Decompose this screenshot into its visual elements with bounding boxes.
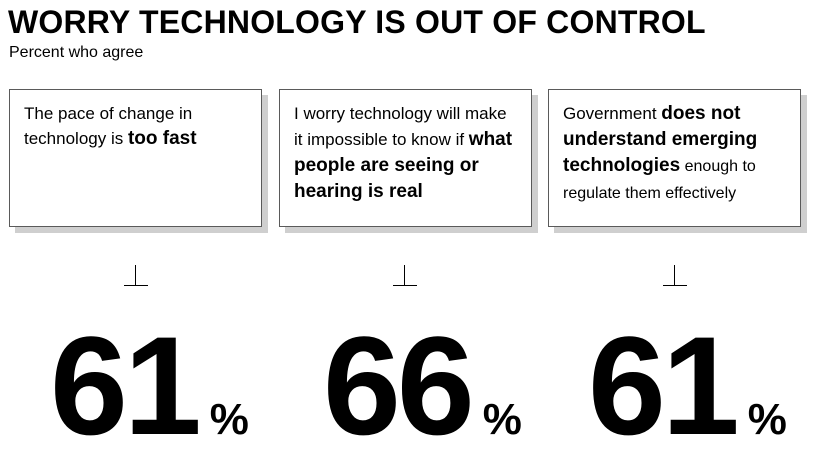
- stat-value-1: 61%: [50, 316, 249, 456]
- stat-number: 61: [588, 307, 740, 464]
- connector-icon: [124, 265, 148, 289]
- statement-card-government: Government does not understand emerging …: [548, 89, 801, 227]
- statement-text: Government: [563, 104, 662, 123]
- statement-text: The pace of change in technology is: [24, 104, 193, 148]
- statement-emphasis: what people are seeing or hearing is rea…: [294, 129, 513, 202]
- connector-icon: [393, 265, 417, 289]
- stat-number: 61: [50, 307, 202, 464]
- stat-unit: %: [482, 395, 522, 444]
- stat-number: 66: [323, 307, 475, 464]
- stat-value-2: 66%: [323, 316, 522, 456]
- statement-text: I worry technology will make it impossib…: [294, 104, 507, 149]
- statement-emphasis: too fast: [127, 128, 197, 149]
- page-subtitle: Percent who agree: [9, 44, 144, 61]
- statement-text: enough to regulate them effectively: [563, 158, 756, 202]
- stat-unit: %: [209, 395, 249, 444]
- connector-icon: [663, 265, 687, 289]
- page-title: WORRY TECHNOLOGY IS OUT OF CONTROL: [8, 4, 706, 40]
- stat-value-3: 61%: [588, 316, 787, 456]
- stat-unit: %: [747, 395, 787, 444]
- statement-emphasis: does not understand emerging technologie…: [563, 103, 758, 176]
- statement-card-real-or-not: I worry technology will make it impossib…: [279, 89, 532, 227]
- statement-card-pace-of-change: The pace of change in technology is too …: [9, 89, 262, 227]
